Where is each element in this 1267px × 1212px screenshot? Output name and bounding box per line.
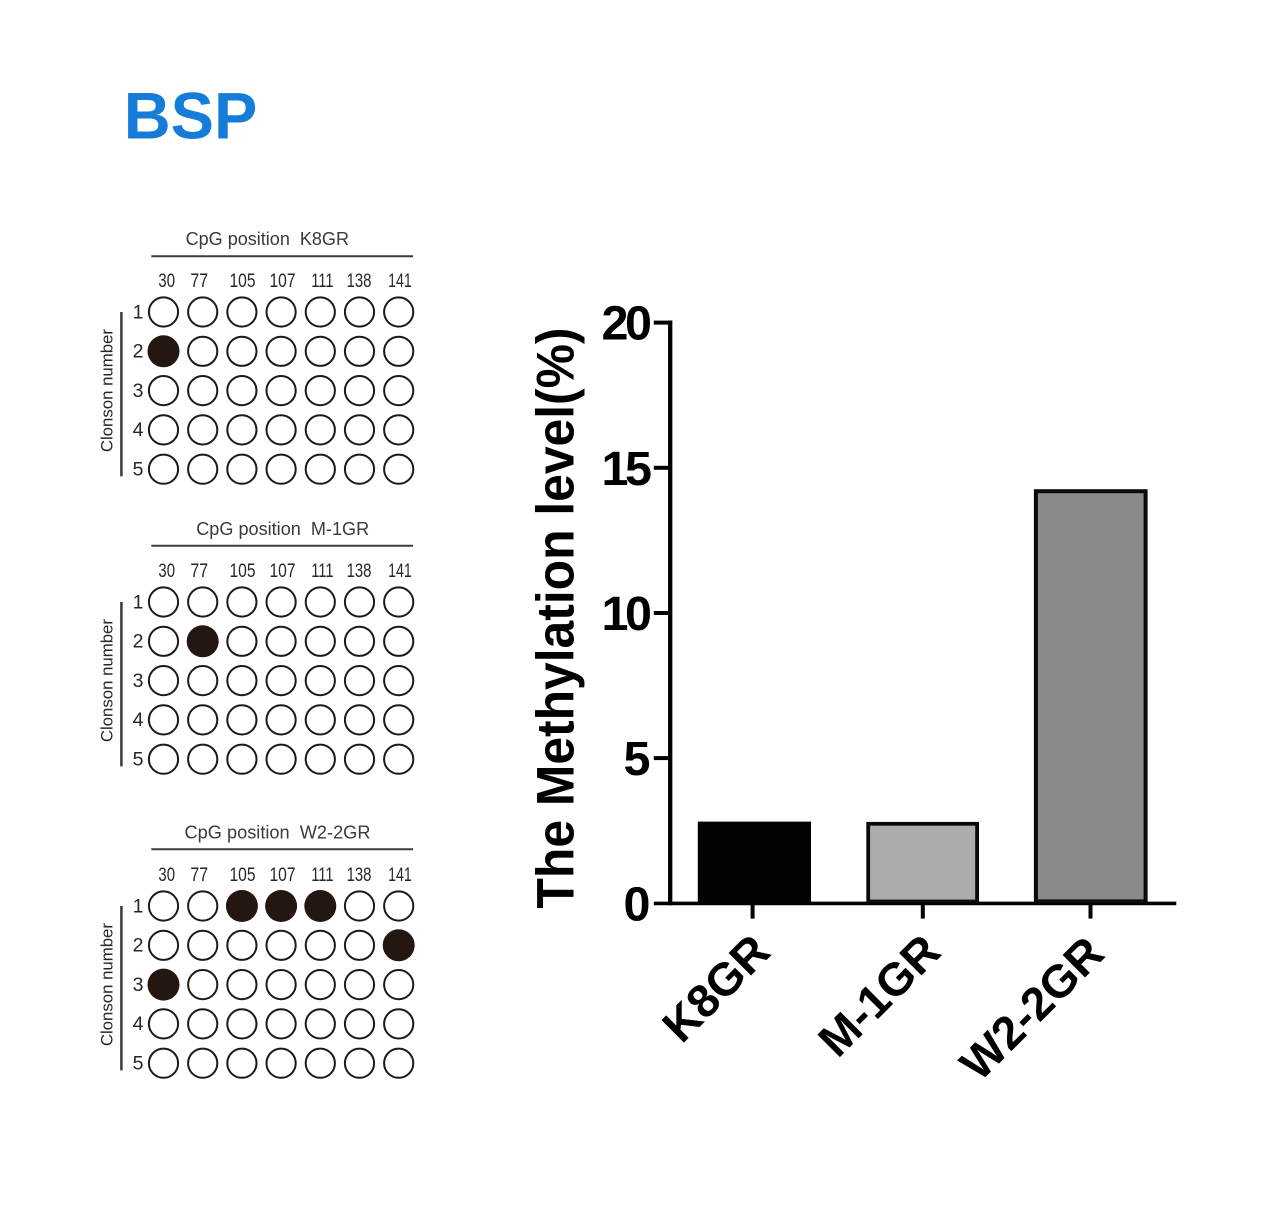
svg-text:4: 4 <box>133 709 144 731</box>
svg-text:30: 30 <box>158 560 175 582</box>
svg-text:138: 138 <box>347 560 372 582</box>
svg-text:107: 107 <box>270 270 296 292</box>
svg-text:2: 2 <box>133 935 144 957</box>
svg-text:5: 5 <box>624 732 651 786</box>
svg-text:105: 105 <box>230 560 256 582</box>
svg-text:111: 111 <box>311 864 333 886</box>
svg-text:105: 105 <box>230 270 256 292</box>
svg-text:5: 5 <box>133 749 144 771</box>
svg-text:111: 111 <box>311 560 333 582</box>
svg-text:20: 20 <box>602 297 650 351</box>
svg-text:1: 1 <box>133 301 144 323</box>
svg-text:2: 2 <box>133 341 144 363</box>
svg-text:1: 1 <box>133 591 144 613</box>
svg-text:107: 107 <box>270 560 296 582</box>
svg-text:141: 141 <box>388 560 412 582</box>
svg-text:4: 4 <box>133 1013 144 1035</box>
svg-text:105: 105 <box>230 864 256 886</box>
svg-text:15: 15 <box>602 442 651 496</box>
svg-text:77: 77 <box>190 270 208 292</box>
svg-text:138: 138 <box>347 864 372 886</box>
svg-text:CpG position M-1GR: CpG position M-1GR <box>196 519 369 539</box>
svg-text:10: 10 <box>602 587 650 641</box>
svg-text:0: 0 <box>624 877 651 931</box>
svg-text:CpG position K8GR: CpG position K8GR <box>186 229 349 249</box>
svg-text:141: 141 <box>388 864 412 886</box>
svg-text:4: 4 <box>133 419 144 441</box>
svg-text:3: 3 <box>133 380 144 402</box>
svg-text:3: 3 <box>133 974 144 996</box>
svg-text:2: 2 <box>133 631 144 653</box>
svg-text:138: 138 <box>347 270 372 292</box>
svg-text:30: 30 <box>158 270 175 292</box>
svg-text:141: 141 <box>388 270 412 292</box>
svg-text:77: 77 <box>190 864 208 886</box>
svg-text:CpG position W2-2GR: CpG position W2-2GR <box>185 822 371 842</box>
svg-text:1: 1 <box>133 895 144 917</box>
svg-text:Clonson number: Clonson number <box>98 619 117 743</box>
svg-text:The Methylation level(%): The Methylation level(%) <box>527 328 586 909</box>
svg-text:Clonson number: Clonson number <box>98 329 117 453</box>
svg-text:111: 111 <box>311 270 333 292</box>
svg-text:107: 107 <box>270 864 296 886</box>
svg-text:5: 5 <box>133 459 144 481</box>
svg-text:77: 77 <box>190 560 208 582</box>
svg-text:BSP: BSP <box>124 79 257 153</box>
svg-text:5: 5 <box>133 1053 144 1075</box>
svg-text:3: 3 <box>133 670 144 692</box>
svg-text:Clonson number: Clonson number <box>98 923 117 1047</box>
svg-text:30: 30 <box>158 864 175 886</box>
